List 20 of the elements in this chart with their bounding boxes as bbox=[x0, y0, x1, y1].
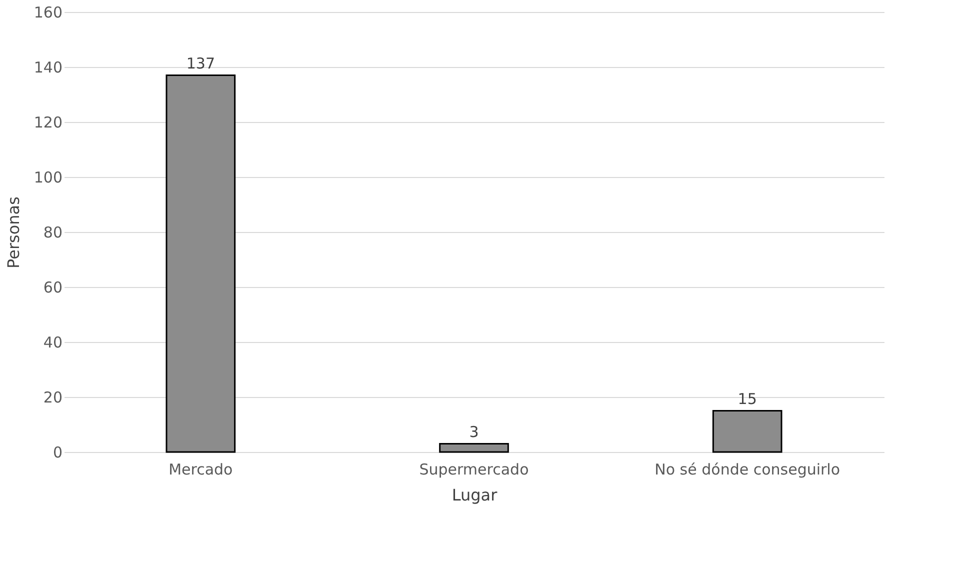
y-tick-label: 120 bbox=[34, 114, 62, 132]
x-axis-title: Lugar bbox=[452, 486, 498, 504]
y-tick-label: 100 bbox=[34, 168, 62, 186]
data-label: 137 bbox=[186, 54, 215, 72]
y-tick-label: 80 bbox=[43, 224, 62, 242]
y-axis-title: Personas bbox=[4, 196, 23, 268]
bar bbox=[439, 443, 509, 453]
x-tick-label: No sé dónde conseguirlo bbox=[654, 460, 840, 478]
y-tick-label: 160 bbox=[34, 4, 62, 22]
x-tick-label: Supermercado bbox=[419, 460, 529, 478]
data-label: 3 bbox=[469, 422, 479, 441]
bar bbox=[166, 74, 236, 453]
y-tick-label: 20 bbox=[43, 388, 62, 406]
bar bbox=[712, 410, 782, 453]
x-tick-label: Mercado bbox=[168, 460, 233, 478]
y-tick-label: 0 bbox=[52, 444, 62, 462]
y-tick-label: 40 bbox=[43, 334, 62, 352]
y-tick-label: 60 bbox=[43, 278, 62, 296]
y-tick-label: 140 bbox=[34, 58, 62, 76]
data-label: 15 bbox=[738, 390, 757, 408]
